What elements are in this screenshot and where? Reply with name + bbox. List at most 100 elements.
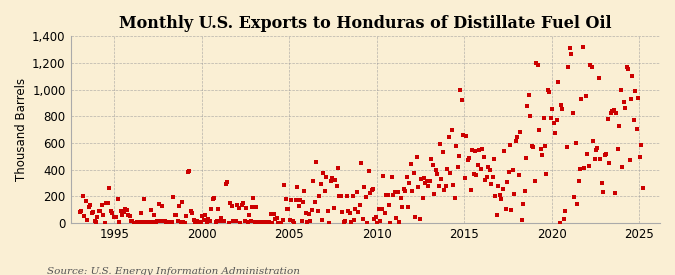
Point [538,116,549,120]
Point [599,153,610,157]
Point [286,198,297,202]
Point [460,176,470,180]
Point [163,220,174,224]
Point [182,169,193,174]
Point [566,52,576,56]
Point [269,212,279,216]
Point [598,190,609,195]
Point [250,220,261,224]
Point [252,220,263,225]
Point [281,207,292,211]
Point [133,219,144,224]
Point [562,145,572,149]
Point [304,212,315,216]
Point [85,202,96,207]
Point [347,194,358,198]
Point [298,200,308,204]
Point [139,197,150,201]
Point [200,213,211,217]
Point [534,128,545,133]
Point [543,88,554,93]
Point [219,219,230,224]
Point [591,148,601,152]
Point [216,216,227,221]
Point [379,211,390,215]
Point [305,219,316,223]
Point [92,214,103,219]
Point [421,179,432,183]
Point [442,167,453,171]
Point [317,218,327,222]
Point [299,189,310,193]
Point [255,221,266,225]
Point [439,188,450,192]
Point [223,221,234,225]
Point [295,197,306,202]
Point [578,45,589,49]
Point [207,197,218,202]
Point [124,214,135,218]
Point [496,197,507,201]
Point [522,104,533,108]
Point [229,219,240,223]
Point [432,172,443,176]
Point [194,220,205,225]
Point [134,220,145,224]
Point [620,106,630,111]
Point [564,46,575,51]
Point [391,215,402,220]
Point [401,175,412,180]
Point [500,207,511,212]
Point [487,174,498,179]
Point [398,187,409,191]
Point [416,177,427,181]
Point [603,161,614,166]
Point [111,215,122,219]
Point [113,197,124,201]
Point [389,190,400,194]
Point [352,190,362,194]
Point [554,221,565,225]
Point [90,219,101,224]
Point [491,213,502,217]
Point [333,166,344,170]
Point [402,205,413,209]
Point [114,220,125,224]
Point [119,207,130,212]
Point [143,219,154,224]
Point [274,221,285,225]
Point [605,111,616,116]
Point [558,216,569,221]
Point [246,205,257,209]
Point [420,181,431,185]
Point [78,194,88,199]
Point [349,218,360,222]
Point [383,202,394,207]
Point [423,184,434,188]
Point [226,204,237,208]
Point [484,168,495,172]
Point [464,156,475,161]
Point [368,186,379,191]
Point [516,217,527,222]
Point [173,204,184,208]
Point [556,103,566,107]
Point [622,67,633,71]
Point [235,221,246,225]
Point [544,90,555,95]
Point [167,220,178,224]
Point [190,220,200,225]
Point [508,167,518,172]
Point [318,171,329,175]
Point [337,210,348,214]
Point [418,175,429,180]
Point [480,178,491,182]
Point [548,120,559,125]
Point [595,157,605,161]
Point [375,219,385,223]
Point [80,198,91,203]
Point [509,192,520,196]
Point [147,219,158,224]
Point [314,193,325,198]
Point [525,114,536,119]
